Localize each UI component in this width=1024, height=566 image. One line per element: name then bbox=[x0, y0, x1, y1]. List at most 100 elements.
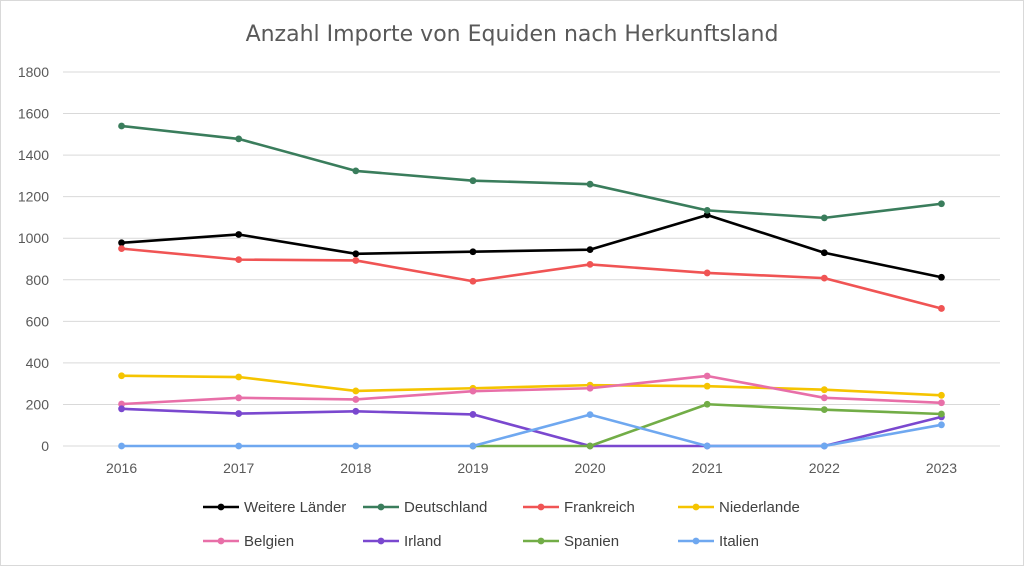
x-tick-label: 2019 bbox=[457, 460, 488, 476]
x-tick-label: 2017 bbox=[223, 460, 254, 476]
data-point bbox=[938, 399, 945, 407]
legend-marker bbox=[217, 503, 225, 511]
chart-title: Anzahl Importe von Equiden nach Herkunft… bbox=[246, 22, 779, 47]
data-point bbox=[469, 442, 477, 450]
y-tick-label: 0 bbox=[41, 438, 49, 454]
data-point bbox=[820, 214, 828, 222]
data-point bbox=[352, 257, 360, 264]
x-tick-label: 2021 bbox=[692, 460, 723, 476]
series-line bbox=[121, 247, 942, 310]
legend-label: Niederlande bbox=[719, 499, 800, 516]
data-point bbox=[469, 277, 477, 285]
data-point bbox=[118, 245, 125, 253]
data-point bbox=[118, 372, 125, 380]
data-point bbox=[938, 200, 945, 208]
data-point bbox=[118, 405, 125, 413]
x-tick-label: 2018 bbox=[340, 460, 371, 476]
series-niederlande bbox=[118, 372, 945, 399]
series-line bbox=[121, 213, 942, 279]
data-point bbox=[586, 384, 594, 392]
data-point bbox=[703, 400, 711, 408]
series-line bbox=[121, 407, 942, 448]
data-point bbox=[235, 394, 243, 402]
y-tick-label: 1000 bbox=[18, 230, 49, 246]
legend-marker bbox=[377, 537, 385, 545]
legend-label: Irland bbox=[404, 533, 442, 550]
x-tick-label: 2023 bbox=[926, 460, 957, 476]
series-weitere-l-nder bbox=[118, 211, 945, 281]
data-point bbox=[938, 273, 945, 281]
y-tick-label: 600 bbox=[26, 313, 50, 329]
data-point bbox=[820, 386, 828, 394]
data-point bbox=[235, 410, 243, 417]
data-point bbox=[469, 248, 477, 256]
series-line bbox=[121, 374, 942, 397]
data-point bbox=[703, 372, 711, 380]
legend-item: Italien bbox=[678, 533, 759, 550]
legend-marker bbox=[537, 537, 545, 545]
y-tick-label: 1200 bbox=[18, 189, 49, 205]
data-point bbox=[352, 387, 360, 395]
data-point bbox=[938, 305, 945, 312]
series-irland bbox=[118, 405, 945, 450]
series-lines bbox=[118, 122, 945, 450]
x-tick-label: 2020 bbox=[574, 460, 605, 476]
data-point bbox=[118, 400, 125, 408]
data-point bbox=[586, 246, 594, 254]
legend-label: Frankreich bbox=[564, 499, 635, 516]
legend-marker bbox=[537, 503, 545, 511]
legend-marker bbox=[217, 537, 225, 545]
legend-label: Italien bbox=[719, 533, 759, 550]
series-italien bbox=[118, 411, 945, 450]
data-point bbox=[820, 274, 828, 282]
series-belgien bbox=[118, 372, 945, 408]
data-point bbox=[938, 410, 945, 418]
data-point bbox=[938, 391, 945, 399]
data-point bbox=[586, 261, 594, 268]
data-point bbox=[703, 442, 711, 450]
legend-item: Niederlande bbox=[678, 499, 800, 516]
data-point bbox=[469, 387, 477, 395]
data-point bbox=[820, 394, 828, 402]
data-point bbox=[118, 442, 125, 450]
data-point bbox=[586, 411, 594, 419]
series-spanien bbox=[469, 400, 945, 450]
series-frankreich bbox=[118, 245, 945, 312]
data-point bbox=[352, 442, 360, 450]
legend-marker bbox=[377, 503, 385, 511]
legend-item: Spanien bbox=[523, 533, 619, 550]
data-point bbox=[235, 256, 243, 264]
y-tick-label: 1600 bbox=[18, 106, 49, 122]
data-point bbox=[235, 373, 243, 381]
x-axis-ticks: 2016 2017 2018 2019 2020 2021 2022 2023 bbox=[106, 460, 957, 476]
legend-item: Irland bbox=[363, 533, 442, 550]
legend-item: Belgien bbox=[203, 533, 294, 550]
legend-label: Belgien bbox=[244, 533, 294, 550]
legend-marker bbox=[692, 537, 700, 545]
series-line bbox=[121, 124, 942, 220]
y-tick-label: 800 bbox=[26, 272, 50, 288]
data-point bbox=[820, 442, 828, 450]
data-point bbox=[938, 421, 945, 429]
data-point bbox=[118, 239, 125, 247]
data-point bbox=[703, 206, 711, 214]
legend-item: Deutschland bbox=[363, 499, 487, 516]
data-point bbox=[469, 411, 477, 418]
legend-item: Weitere Länder bbox=[203, 499, 346, 516]
y-tick-label: 400 bbox=[26, 355, 50, 371]
data-point bbox=[118, 122, 125, 130]
y-tick-label: 1800 bbox=[18, 64, 49, 80]
legend-label: Weitere Länder bbox=[244, 499, 346, 516]
data-point bbox=[703, 382, 711, 390]
series-deutschland bbox=[118, 122, 945, 222]
legend-item: Frankreich bbox=[523, 499, 635, 516]
data-point bbox=[235, 135, 243, 143]
data-point bbox=[235, 442, 243, 450]
data-point bbox=[820, 406, 828, 414]
y-axis-ticks: 0 200 400 600 800 1000 1200 1400 1600 1800 bbox=[18, 64, 49, 454]
data-point bbox=[703, 269, 711, 277]
legend-label: Spanien bbox=[564, 533, 619, 550]
data-point bbox=[586, 180, 594, 188]
